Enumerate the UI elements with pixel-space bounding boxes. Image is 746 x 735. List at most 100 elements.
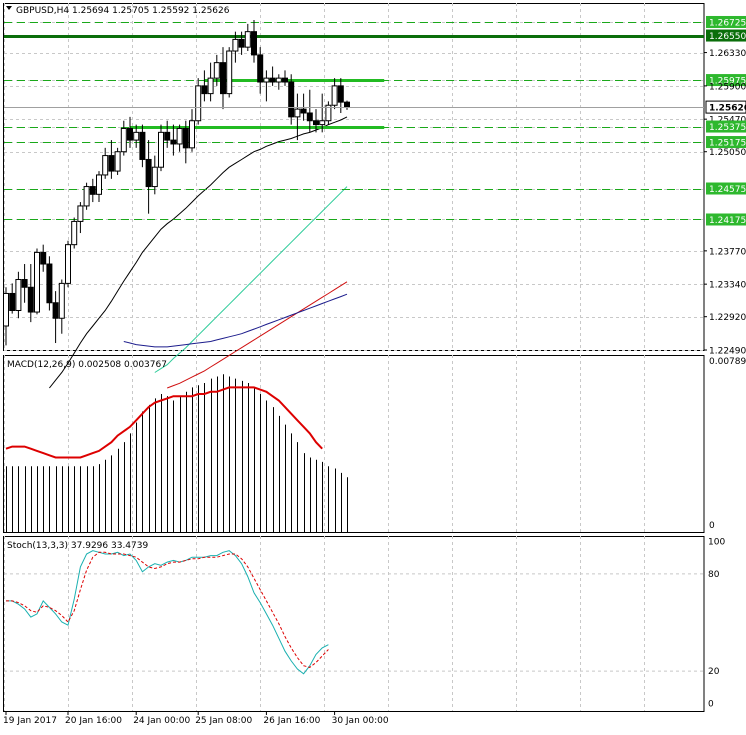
candle-body: [195, 85, 202, 122]
time-axis-label: 25 Jan 08:00: [195, 716, 252, 726]
candle-body: [257, 54, 264, 83]
candle: [331, 78, 338, 110]
candle-body: [96, 174, 102, 195]
candle-body: [83, 186, 90, 207]
candle: [189, 109, 195, 152]
candle: [164, 120, 171, 148]
candle-body: [232, 38, 239, 52]
candle: [151, 155, 158, 195]
candle: [89, 178, 96, 203]
candle-body: [337, 85, 344, 103]
level-label-bg: [706, 74, 746, 87]
candle: [27, 264, 34, 323]
price-tick-label: 1.22920: [709, 313, 746, 323]
candle-body: [176, 127, 183, 145]
stoch-tick-label: 100: [708, 538, 725, 548]
candle-body: [40, 251, 47, 265]
candle-body: [251, 31, 257, 56]
candle-body: [27, 286, 34, 313]
candle: [9, 283, 16, 314]
candle: [232, 31, 239, 63]
candle: [306, 89, 313, 133]
level-label-bg: [706, 136, 746, 149]
candle-body: [139, 131, 146, 160]
candle-body: [52, 302, 59, 319]
candle: [251, 20, 257, 63]
candle: [108, 140, 115, 179]
stoch-tick-label: 80: [708, 570, 720, 580]
candle-body: [65, 244, 71, 284]
candle-body: [102, 155, 109, 176]
candle: [294, 93, 301, 141]
resistance-label-bg: [706, 29, 746, 42]
candle-body: [58, 282, 65, 319]
candle-body: [300, 108, 307, 114]
candle-body: [3, 292, 9, 327]
level-price-label: 1.24575: [709, 185, 746, 195]
candle: [102, 147, 109, 179]
candle-body: [164, 131, 171, 141]
stoch-title: Stoch(13,3,3) 37.9296 33.4739: [7, 541, 148, 551]
candle: [226, 47, 233, 98]
moving-average-line-3: [167, 281, 348, 389]
main-chart-title: GBPUSD,H4 1.25694 1.25705 1.25592 1.2562…: [16, 6, 230, 16]
macd-title: MACD(12,26,9) 0.002508 0.003767: [7, 360, 167, 370]
candle-body: [207, 77, 214, 95]
candle-body: [133, 131, 140, 141]
candle: [65, 240, 71, 288]
candle-body: [238, 38, 245, 48]
candle: [34, 248, 40, 315]
candle: [195, 78, 202, 125]
candle-body: [282, 77, 288, 83]
level-price-label: 1.25175: [709, 139, 746, 149]
candle: [83, 182, 90, 210]
candle-body: [182, 127, 189, 149]
candle-body: [71, 220, 78, 246]
moving-average-line-4: [123, 293, 348, 348]
candle-body: [151, 166, 158, 188]
candle-body: [34, 251, 40, 313]
candle-body: [220, 62, 226, 95]
candle-body: [226, 50, 233, 95]
level-label-bg: [706, 15, 746, 28]
time-axis-label: 30 Jan 00:00: [332, 716, 389, 726]
stoch-main-line: [6, 550, 329, 675]
candle: [15, 271, 22, 319]
candle: [21, 264, 28, 303]
candle: [139, 124, 146, 168]
candle: [182, 120, 189, 164]
candle: [288, 74, 295, 125]
candle-body: [189, 120, 195, 149]
level-label-bg: [706, 182, 746, 195]
candle: [145, 140, 152, 214]
candle-body: [244, 31, 251, 48]
candle: [133, 124, 140, 148]
current-price-box: [705, 100, 746, 114]
candle: [3, 287, 9, 346]
candle: [275, 74, 282, 90]
candle: [170, 124, 177, 156]
stoch-tick-label: 20: [708, 667, 720, 677]
candle-body: [21, 279, 28, 288]
candle-body: [294, 108, 301, 118]
candle-body: [9, 292, 16, 311]
candle: [52, 291, 59, 344]
candle-body: [77, 205, 84, 222]
candle-body: [263, 77, 270, 83]
candle: [244, 23, 251, 52]
candle: [40, 244, 47, 272]
macd-zero-label: 0: [709, 521, 715, 531]
level-price-label: 1.25375: [709, 123, 746, 133]
candle: [58, 279, 65, 334]
candle: [319, 93, 326, 133]
price-tick-label: 1.23770: [709, 247, 746, 257]
price-tick-label: 1.22490: [709, 347, 746, 357]
candle: [96, 171, 102, 203]
candle: [71, 217, 78, 249]
candle-body: [319, 120, 326, 126]
level-label-bg: [706, 213, 746, 226]
candle-body: [201, 85, 208, 95]
level-price-label: 1.25975: [709, 77, 746, 87]
candle-body: [15, 279, 22, 311]
